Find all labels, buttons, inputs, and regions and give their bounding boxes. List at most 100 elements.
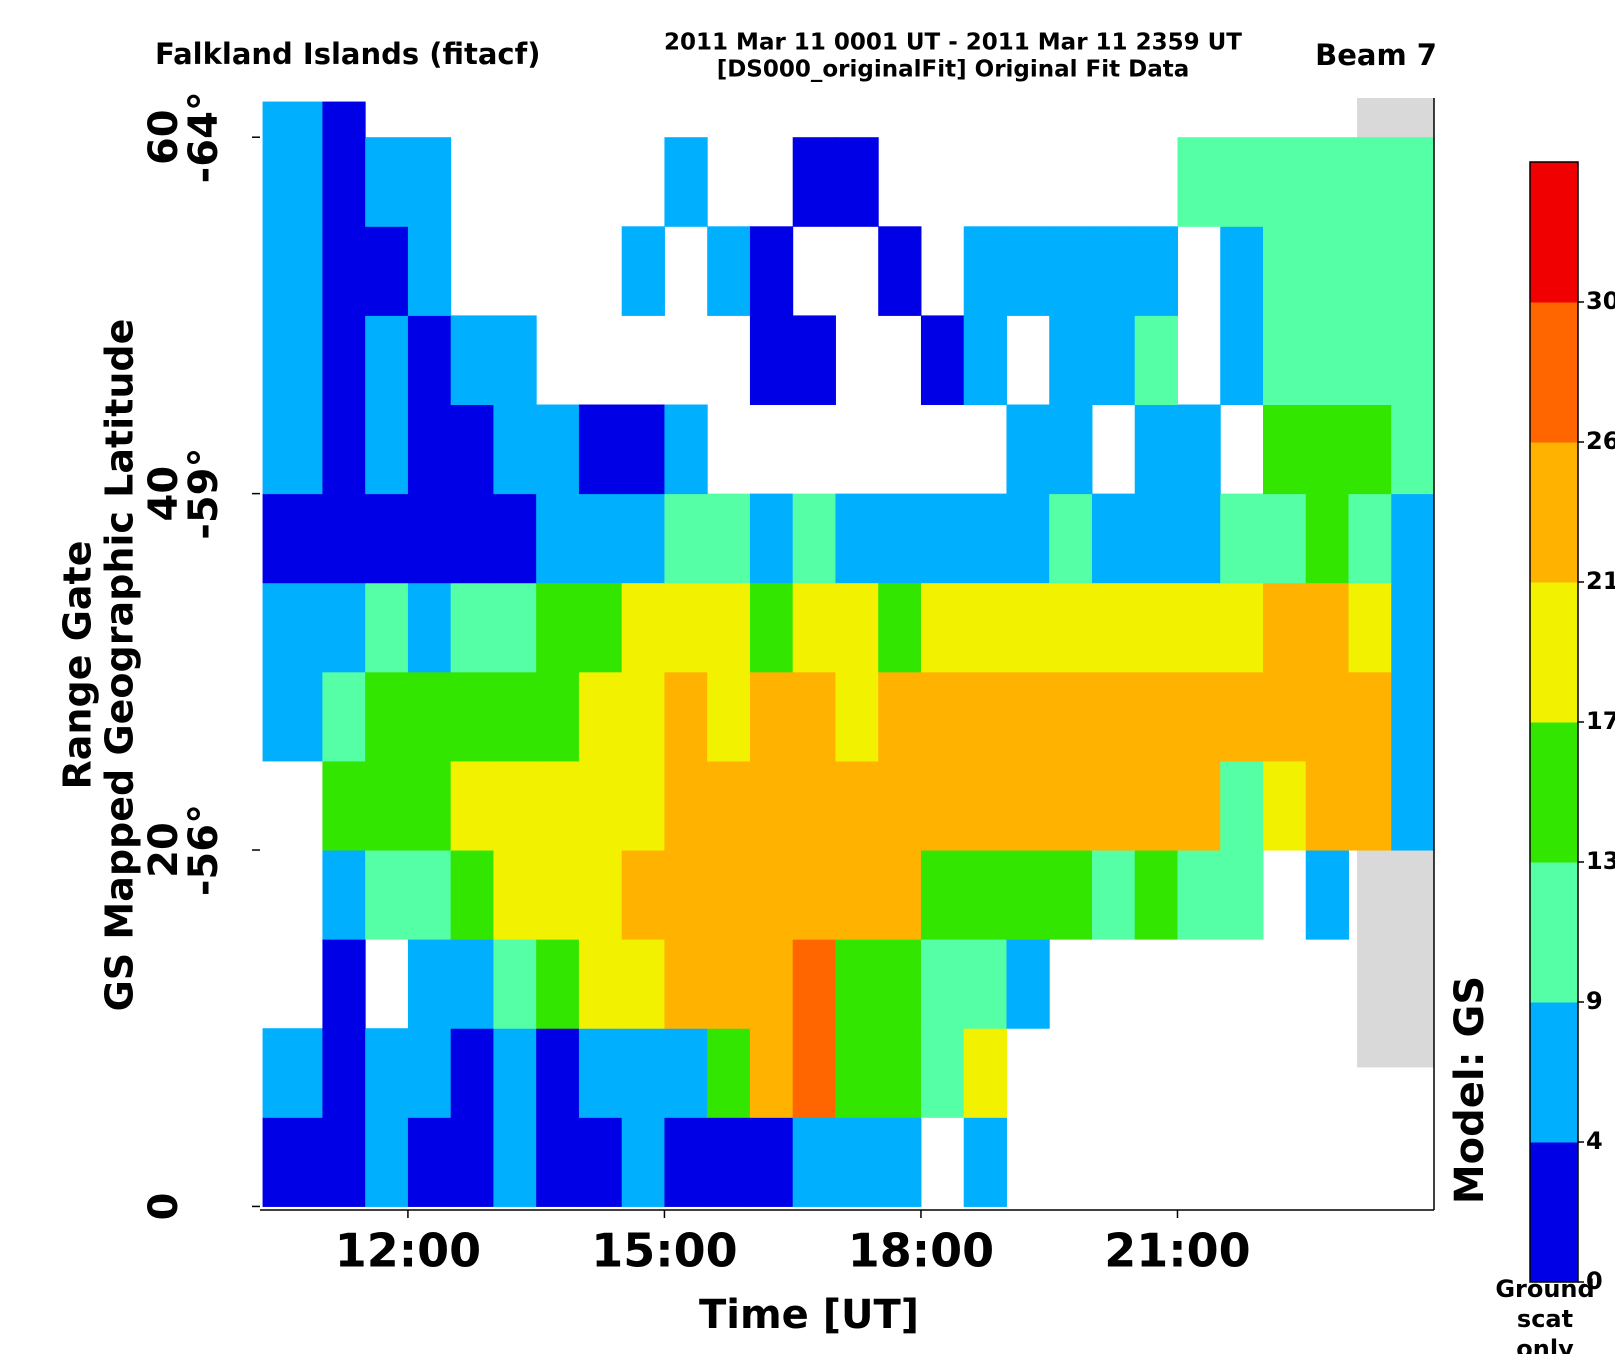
cell [1348, 226, 1392, 316]
cell [1049, 404, 1093, 495]
cell [1391, 226, 1435, 316]
cell [493, 404, 537, 495]
cell [1177, 850, 1221, 940]
cell [578, 404, 623, 495]
lat-tick-label: -56° [181, 804, 227, 896]
cell [262, 493, 323, 584]
cell [262, 582, 323, 673]
cell [878, 226, 922, 316]
cell [1348, 404, 1392, 495]
y-tick-label: 20 [141, 822, 187, 878]
cell [792, 315, 836, 406]
colorbar-band [1530, 442, 1578, 583]
cell [1348, 582, 1392, 673]
cell [1006, 493, 1050, 584]
y-tick-label: 40 [141, 466, 187, 522]
cell [749, 760, 794, 851]
cell [322, 850, 366, 940]
cell [664, 1117, 708, 1207]
cell [792, 582, 836, 673]
cell [322, 315, 366, 406]
cell [707, 850, 751, 940]
cell [493, 939, 537, 1029]
cell [1348, 760, 1392, 851]
colorbar-tick-label: 17 [1586, 707, 1615, 735]
cell [1305, 137, 1349, 227]
cell [407, 137, 452, 227]
cell [835, 671, 879, 762]
cell [407, 226, 452, 316]
cell [407, 582, 452, 673]
cell [1091, 850, 1136, 940]
cell [1348, 493, 1392, 584]
cell [262, 404, 323, 495]
cell [621, 582, 665, 673]
cell [1305, 493, 1349, 584]
cell [707, 1028, 751, 1118]
x-tick-label: 12:00 [335, 1224, 481, 1278]
lat-tick-label: -64° [181, 91, 227, 183]
model-label: Model: GS [1447, 976, 1493, 1204]
colorbar-tick-label: 30 [1586, 287, 1615, 315]
cell [1220, 760, 1264, 851]
cell [835, 582, 879, 673]
cell [920, 939, 965, 1029]
cell [262, 226, 323, 316]
cell [920, 493, 965, 584]
colorbar-caption: only [1516, 1335, 1574, 1354]
cell [407, 850, 452, 940]
cell [493, 315, 537, 406]
cell [365, 850, 409, 940]
cell [749, 671, 794, 762]
colorbar-band [1530, 1002, 1578, 1143]
lat-tick-label: -59° [181, 447, 227, 539]
cell [450, 939, 494, 1029]
cell [1091, 493, 1136, 584]
cell [578, 1117, 623, 1207]
cell [878, 493, 922, 584]
cell [365, 1117, 409, 1207]
cell [707, 760, 751, 851]
cell [1177, 404, 1221, 495]
cell [835, 939, 879, 1029]
cell [322, 101, 366, 138]
cell [664, 760, 708, 851]
cell [1305, 226, 1349, 316]
cell [920, 315, 965, 406]
cell [407, 671, 452, 762]
cell [1134, 850, 1178, 940]
cell [963, 760, 1007, 851]
cell [536, 671, 580, 762]
cell [407, 939, 452, 1029]
cell [749, 582, 794, 673]
cell [835, 1117, 879, 1207]
cell [365, 315, 409, 406]
cell [749, 850, 794, 940]
colorbar-tick-label: 9 [1586, 987, 1603, 1015]
cell [407, 1117, 452, 1207]
cell [792, 850, 836, 940]
cell [1049, 760, 1093, 851]
cell [1305, 850, 1349, 940]
cell [407, 315, 452, 406]
cell [920, 582, 965, 673]
cell [1134, 671, 1178, 762]
cell [322, 582, 366, 673]
cell [878, 671, 922, 762]
cell [1006, 404, 1050, 495]
y-axis-label: GS Mapped Geographic Latitude [98, 319, 142, 1012]
cell [322, 137, 366, 227]
cell [1091, 226, 1136, 316]
cell [1262, 137, 1307, 227]
cell [707, 493, 751, 584]
cell [835, 137, 879, 227]
cell [1262, 226, 1307, 316]
cell [1134, 404, 1178, 495]
cell [1177, 671, 1221, 762]
cell [621, 226, 665, 316]
cell [493, 850, 537, 940]
cell [707, 226, 751, 316]
cell [493, 493, 537, 584]
cell [835, 1028, 879, 1118]
cell [749, 493, 794, 584]
